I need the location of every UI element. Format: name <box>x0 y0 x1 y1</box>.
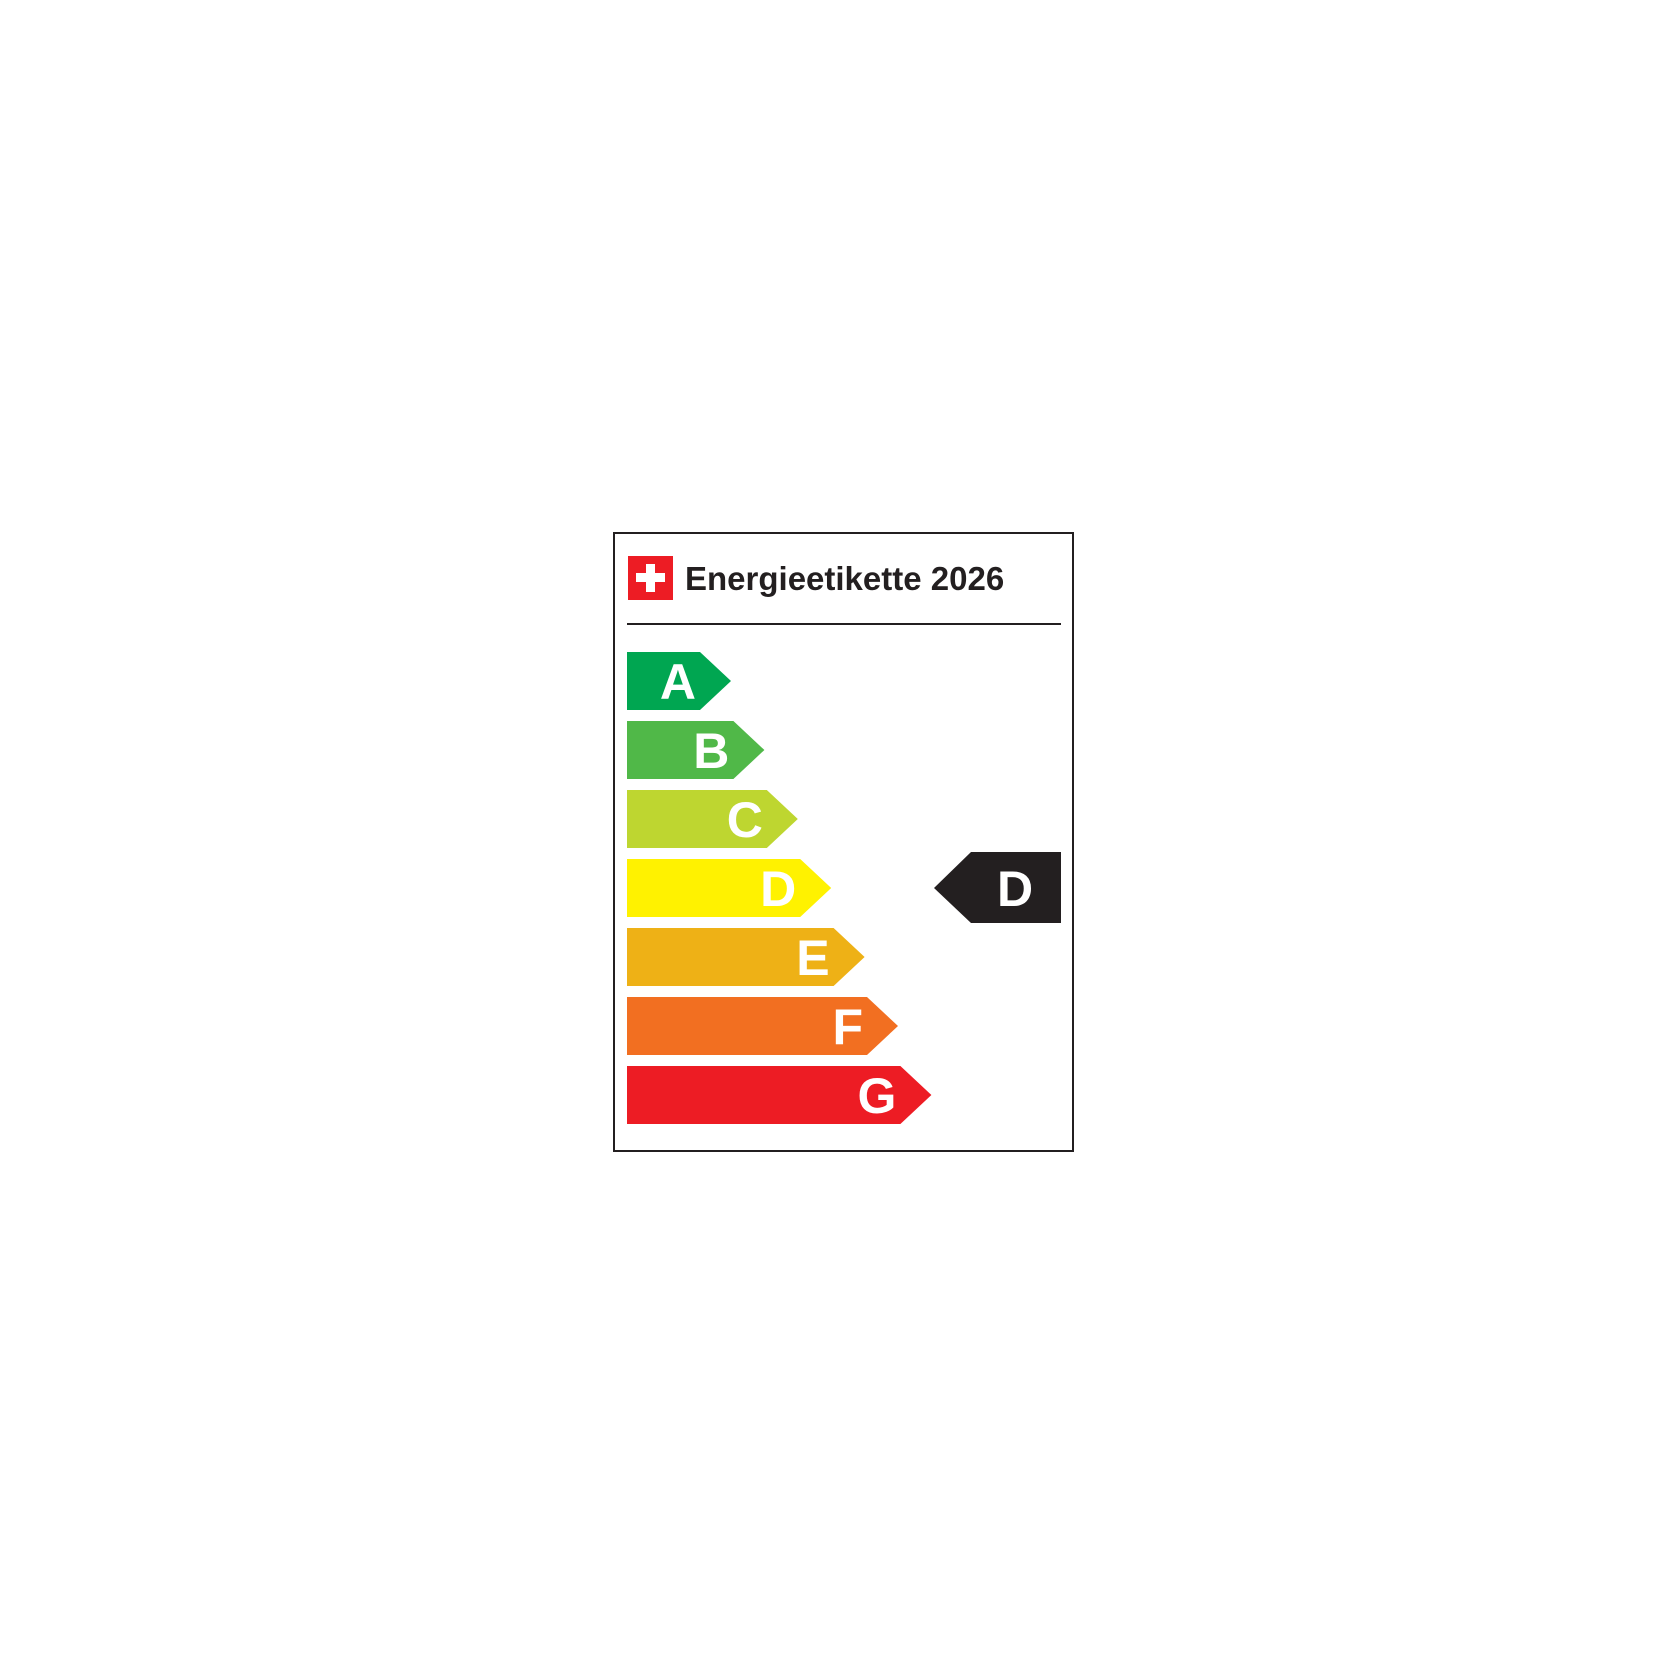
energy-class-c: C <box>627 790 798 848</box>
energy-class-e: E <box>627 928 865 986</box>
rating-indicator: D <box>934 852 1061 923</box>
energy-class-bar <box>627 721 765 779</box>
energy-class-letter: A <box>660 654 696 710</box>
energy-class-bar <box>627 652 731 710</box>
energy-class-letter: G <box>857 1068 896 1124</box>
energy-class-bar <box>627 790 798 848</box>
energy-class-letter: E <box>796 930 829 986</box>
energy-class-d: D <box>627 859 832 917</box>
energy-class-g: G <box>627 1066 932 1124</box>
energy-class-bar <box>627 997 898 1055</box>
rating-letter: D <box>997 861 1033 917</box>
energy-class-a: A <box>627 652 731 710</box>
energy-class-b: B <box>627 721 765 779</box>
energy-class-letter: C <box>727 792 763 848</box>
swiss-flag-icon <box>628 556 673 600</box>
energy-class-letter: B <box>693 723 729 779</box>
energy-class-letter: F <box>832 999 863 1055</box>
energy-class-bar <box>627 1066 932 1124</box>
energy-class-bar <box>627 859 832 917</box>
energy-class-f: F <box>627 997 898 1055</box>
energy-class-bar <box>627 928 865 986</box>
label-title: Energieetikette 2026 <box>685 560 1004 597</box>
energy-class-letter: D <box>760 861 796 917</box>
